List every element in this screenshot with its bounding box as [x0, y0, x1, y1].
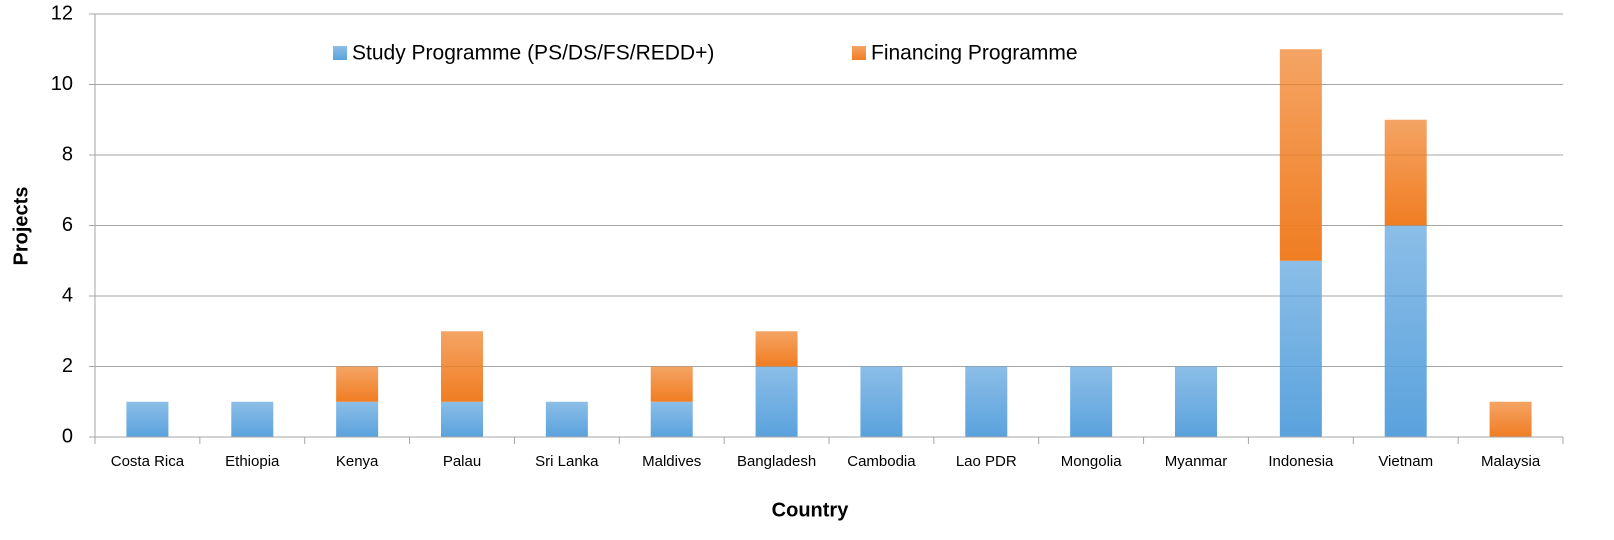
legend-swatch — [333, 46, 347, 60]
y-tick-label: 4 — [62, 284, 73, 306]
y-tick-label: 8 — [62, 143, 73, 165]
y-tick-label: 12 — [51, 2, 73, 24]
bar-segment — [126, 401, 169, 437]
bar-segment — [755, 331, 798, 367]
x-tick-label: Sri Lanka — [535, 453, 599, 470]
bar-segment — [1489, 401, 1532, 437]
x-tick-label: Mongolia — [1061, 453, 1123, 470]
bar-segment — [336, 366, 379, 402]
bar-segment — [650, 401, 693, 437]
x-tick-label: Bangladesh — [737, 453, 816, 470]
x-tick-label: Lao PDR — [956, 453, 1017, 470]
bar-segment — [1279, 260, 1322, 437]
x-tick-label: Malaysia — [1481, 453, 1541, 470]
bar-segment — [860, 366, 903, 437]
x-tick-label: Ethiopia — [225, 453, 280, 470]
legend-swatch — [852, 46, 866, 60]
bar-segment — [441, 401, 483, 437]
bar-segment — [231, 401, 274, 437]
x-tick-label: Cambodia — [847, 453, 916, 470]
bar-segment — [1070, 366, 1113, 437]
y-tick-label: 6 — [62, 214, 73, 236]
legend-label: Study Programme (PS/DS/FS/REDD+) — [352, 42, 714, 65]
legend-label: Financing Programme — [871, 42, 1078, 65]
y-axis-title: Projects — [10, 187, 32, 266]
x-tick-label: Myanmar — [1165, 453, 1228, 470]
y-tick-label: 0 — [62, 425, 73, 447]
bar-segment — [1384, 225, 1427, 437]
x-tick-label: Indonesia — [1268, 453, 1334, 470]
y-tick-label: 10 — [51, 73, 73, 95]
y-tick-label: 2 — [62, 355, 73, 377]
x-tick-label: Palau — [443, 453, 481, 470]
bar-segment — [545, 401, 588, 437]
bar-segment — [650, 366, 693, 402]
bar-segment — [965, 366, 1008, 437]
bar-segment — [1279, 49, 1322, 261]
x-tick-label: Vietnam — [1378, 453, 1433, 470]
x-tick-label: Costa Rica — [111, 453, 185, 470]
x-axis-title: Country — [772, 499, 850, 521]
bar-segment — [441, 331, 483, 402]
x-tick-label: Maldives — [642, 453, 701, 470]
bar-segment — [336, 401, 379, 437]
x-tick-label: Kenya — [336, 453, 379, 470]
bar-segment — [1384, 119, 1427, 226]
bar-segment — [1175, 366, 1217, 437]
bar-segment — [755, 366, 798, 437]
